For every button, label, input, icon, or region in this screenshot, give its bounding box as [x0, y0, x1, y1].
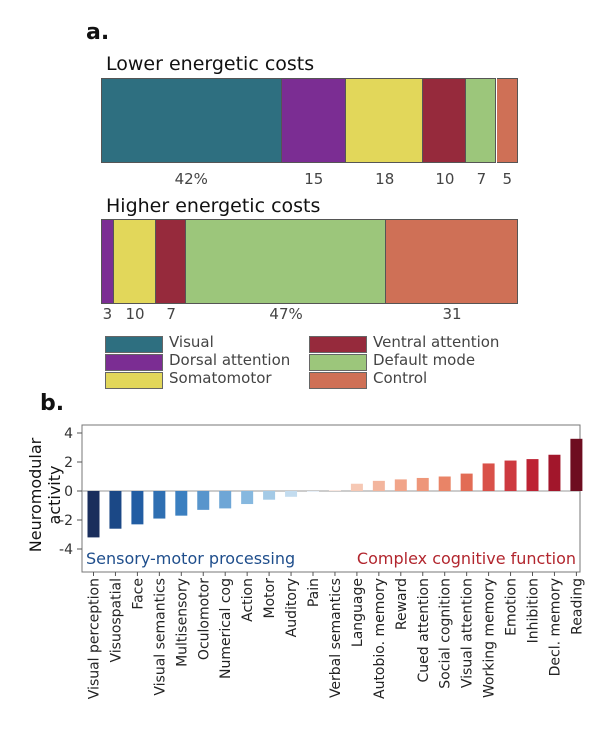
- segment-value-label: 18: [375, 170, 395, 188]
- x-tick-label: Reading: [569, 578, 585, 635]
- bar-pain: [307, 491, 319, 492]
- segment-somatomotor: [346, 78, 424, 163]
- legend-swatch: [309, 354, 367, 371]
- x-tick-label: Reward: [394, 578, 410, 630]
- bar-verbal-semantics: [328, 490, 341, 491]
- bar-visual-semantics: [153, 491, 166, 519]
- panel-a-label: a.: [86, 20, 110, 45]
- x-tick-label: Language: [350, 578, 366, 647]
- lower-cost-stacked-bar: [101, 78, 518, 163]
- x-tick-label: Decl. memory: [547, 578, 563, 676]
- segment-control: [386, 219, 518, 304]
- bar-visuospatial: [109, 491, 122, 529]
- legend-swatch: [105, 354, 163, 371]
- segment-dorsal-attention: [101, 219, 114, 304]
- segment-value-label: 5: [502, 170, 513, 188]
- annotation-complex-cognitive: Complex cognitive function: [357, 549, 576, 568]
- bar-auditory: [285, 491, 298, 497]
- x-tick-label: Numerical cog: [218, 578, 234, 679]
- legend-swatch: [105, 336, 163, 353]
- bar-cued-attention: [416, 477, 429, 491]
- legend-swatch: [105, 372, 163, 389]
- x-tick-label: Visual semantics: [152, 578, 168, 696]
- plot-frame: [81, 424, 581, 573]
- bar-reading: [570, 438, 583, 491]
- segment-somatomotor: [113, 219, 157, 304]
- legend-label: Visual: [169, 333, 214, 351]
- x-tick-label: Visual perception: [87, 578, 103, 699]
- x-tick-label: Inhibition: [526, 578, 542, 643]
- bar-numerical-cog: [219, 491, 232, 509]
- segment-value-label: 47%: [269, 305, 303, 323]
- lower-cost-title: Lower energetic costs: [106, 53, 315, 75]
- legend-swatch: [309, 372, 367, 389]
- legend-label: Control: [373, 369, 428, 387]
- bar-motor: [263, 491, 276, 500]
- segment-value-label: 7: [476, 170, 487, 188]
- higher-cost-title: Higher energetic costs: [106, 195, 321, 217]
- segment-value-label: 42%: [174, 170, 208, 188]
- x-tick-label: Face: [130, 578, 146, 610]
- segment-default-mode: [466, 78, 497, 163]
- bar-autobio-memory: [372, 480, 385, 491]
- bar-action: [241, 491, 254, 505]
- bar-oculomotor: [197, 491, 210, 510]
- segment-dorsal-attention: [281, 78, 347, 163]
- legend-label: Ventral attention: [373, 333, 500, 351]
- legend-label: Somatomotor: [169, 369, 272, 387]
- segment-value-label: 10: [435, 170, 455, 188]
- x-tick-label: Emotion: [504, 578, 520, 636]
- legend-label: Default mode: [373, 351, 476, 369]
- bar-multisensory: [175, 491, 188, 516]
- x-tick-label: Motor: [262, 578, 278, 619]
- panel-b-label: b.: [40, 391, 65, 416]
- segment-ventral-attention: [156, 219, 187, 304]
- x-tick-label: Multisensory: [174, 578, 190, 667]
- y-axis-label: Neuromodularactivity: [26, 437, 64, 552]
- y-tick-label: -4: [59, 542, 73, 558]
- segment-value-label: 31: [442, 305, 462, 323]
- segment-value-label: 10: [125, 305, 145, 323]
- annotation-sensory-motor: Sensory-motor processing: [86, 549, 295, 568]
- segment-control: [496, 78, 518, 163]
- higher-cost-stacked-bar: [101, 219, 518, 304]
- segment-value-label: 3: [102, 305, 113, 323]
- bar-visual-perception: [87, 491, 100, 538]
- bar-social-cognition: [438, 476, 451, 491]
- bar-inhibition: [526, 459, 539, 491]
- x-tick-label: Pain: [306, 578, 322, 607]
- segment-visual: [101, 78, 282, 163]
- x-tick-label: Visual attention: [460, 578, 476, 688]
- x-tick-label: Autobio. memory: [372, 578, 388, 699]
- bar-working-memory: [482, 463, 495, 491]
- bar-emotion: [504, 460, 517, 491]
- x-tick-label: Social cognition: [438, 578, 454, 689]
- x-tick-label: Visuospatial: [108, 578, 124, 663]
- x-tick-label: Oculomotor: [196, 578, 212, 660]
- segment-ventral-attention: [423, 78, 467, 163]
- bar-visual-attention: [460, 473, 473, 491]
- bar-decl-memory: [548, 454, 561, 491]
- y-tick-label: 0: [64, 484, 73, 500]
- y-tick-label: 4: [64, 426, 73, 442]
- x-tick-label: Verbal semantics: [328, 578, 344, 698]
- legend-swatch: [309, 336, 367, 353]
- x-tick-label: Action: [240, 578, 256, 622]
- bar-language: [350, 483, 363, 491]
- segment-value-label: 7: [166, 305, 176, 323]
- bar-face: [131, 491, 144, 525]
- segment-default-mode: [186, 219, 387, 304]
- y-tick-label: 2: [64, 455, 73, 471]
- x-tick-label: Cued attention: [416, 578, 432, 682]
- bar-reward: [394, 479, 407, 491]
- x-tick-label: Working memory: [482, 578, 498, 698]
- y-tick-label: -2: [59, 513, 73, 529]
- x-tick-label: Auditory: [284, 578, 300, 637]
- segment-value-label: 15: [304, 170, 324, 188]
- legend-label: Dorsal attention: [169, 351, 291, 369]
